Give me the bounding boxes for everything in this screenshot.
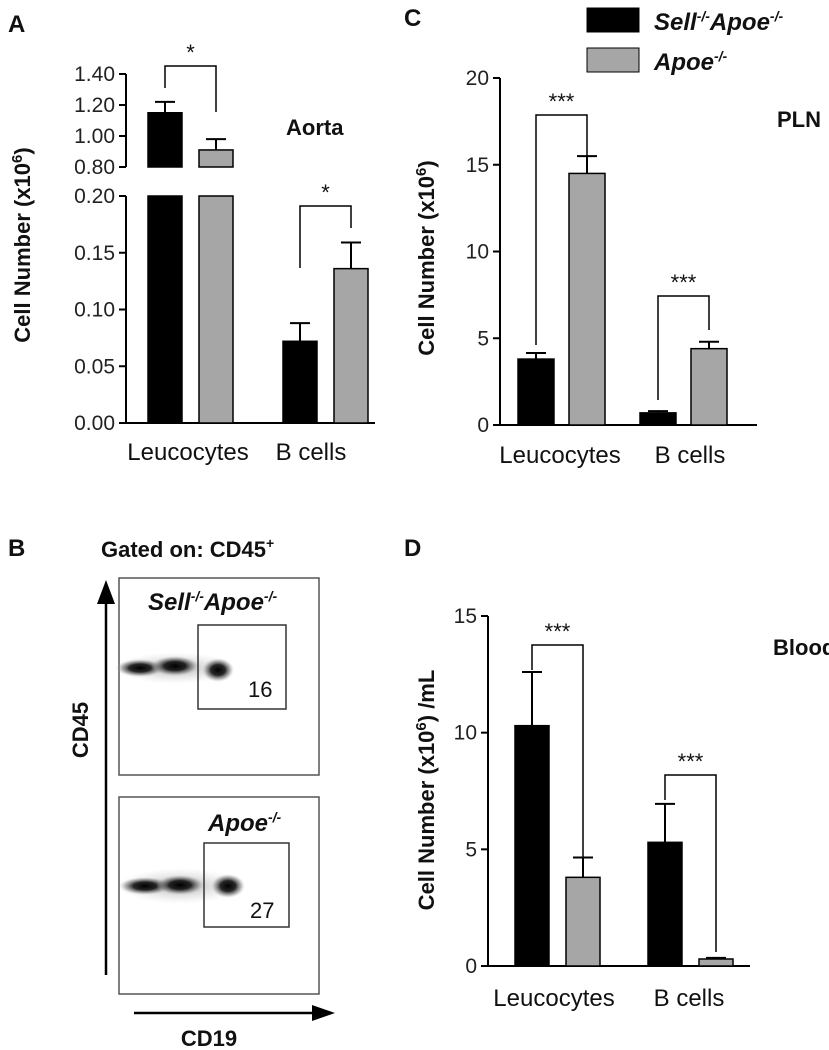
significance-label: *** (671, 270, 697, 295)
panel-a-title: Aorta (286, 115, 344, 140)
bar-sell-apoe-0-lower-segment (147, 195, 183, 424)
significance-label: * (321, 180, 330, 205)
panel-d-bars: *** *** (514, 619, 734, 967)
panel-letter-a: A (8, 11, 25, 38)
panel-a-lower-tick-label: 0.00 (74, 412, 115, 435)
cell-population-bcells (211, 874, 245, 898)
significance-label: *** (678, 749, 704, 774)
significance-bracket (164, 65, 217, 112)
panel-d-tick-label: 15 (454, 605, 477, 628)
cd45-arrowhead (97, 580, 115, 604)
panel-a-upper-tick-label: 1.40 (74, 63, 115, 86)
legend: Sell-/-Apoe-/- Apoe-/- (586, 7, 783, 76)
gate-value-16: 16 (248, 677, 272, 702)
bar-sell-apoe-0 (517, 358, 555, 426)
panel-d-ylabel: Cell Number (x106) /mL (413, 670, 439, 911)
bar-apoe-0-upper-segment (198, 149, 234, 168)
panel-letter-b: B (8, 535, 25, 562)
panel-blood: D Blood Cell Number (x106) /mL 0 5 10 15 **… (404, 535, 829, 1012)
panel-c-tick-label: 0 (477, 414, 489, 437)
bar-apoe-0 (568, 172, 606, 426)
significance-bracket (531, 644, 584, 872)
panel-a-category-leucocytes: Leucocytes (127, 439, 248, 466)
flow-gate-header: Gated on: CD45+ (101, 535, 274, 562)
significance-label: *** (549, 89, 575, 114)
bar-apoe-1 (333, 267, 369, 424)
bar-sell-apoe-1 (639, 412, 677, 426)
legend-swatch-sell-apoe (586, 7, 640, 33)
panel-d-title: Blood (773, 635, 829, 660)
panel-letter-d: D (404, 535, 421, 562)
panel-c-category-leucocytes: Leucocytes (499, 442, 620, 469)
panel-c-tick-label: 10 (466, 241, 489, 264)
flow-plot-sell-apoe: Sell-/-Apoe-/- 16 (115, 577, 320, 776)
panel-flow-cytometry: B Gated on: CD45+ CD45 CD19 Sell-/-Apoe-… (8, 535, 335, 1050)
cell-population-bcells (202, 658, 234, 682)
panel-a-category-b-cells: B cells (276, 439, 347, 466)
panel-d-category-b-cells: B cells (654, 985, 725, 1012)
panel-c-bars: *** *** (517, 89, 728, 426)
panel-c-category-b-cells: B cells (655, 442, 726, 469)
bar-apoe-0-lower-segment (198, 195, 234, 424)
bar-sell-apoe-1 (647, 841, 683, 967)
bcell-gate (197, 624, 287, 710)
significance-label: *** (545, 619, 571, 644)
bar-apoe-1 (698, 958, 734, 967)
panel-a-upper-tick-label: 0.80 (74, 156, 115, 179)
legend-swatch-apoe (586, 47, 640, 73)
bar-apoe-1 (690, 347, 728, 426)
panel-d-axis: 0 5 10 15 (454, 605, 750, 978)
panel-a-lower-tick-label: 0.20 (74, 185, 115, 208)
panel-aorta: A Aorta Cell Number (x106) 0.80 1.00 1.20 1… (8, 11, 375, 466)
significance-bracket (664, 774, 717, 952)
panel-a-upper-tick-label: 1.20 (74, 94, 115, 117)
cd45-axis-label: CD45 (68, 702, 93, 758)
panel-d-tick-label: 0 (465, 955, 477, 978)
bar-sell-apoe-1 (282, 340, 318, 424)
panel-c-tick-label: 5 (477, 327, 489, 350)
cd19-arrowhead (312, 1005, 335, 1021)
legend-label-apoe: Apoe-/- (653, 48, 728, 76)
bar-sell-apoe-0 (514, 724, 550, 967)
panel-a-lower-axis: 0.00 0.05 0.10 0.15 0.20 (74, 185, 375, 435)
panel-d-tick-label: 5 (465, 838, 477, 861)
gate-value-27: 27 (250, 898, 274, 923)
significance-bracket (535, 114, 588, 345)
panel-d-category-leucocytes: Leucocytes (493, 985, 614, 1012)
panel-d-tick-label: 10 (454, 722, 477, 745)
panel-c-title: PLN (777, 107, 821, 132)
panel-a-ylabel: Cell Number (x106) (9, 147, 35, 342)
significance-bracket (299, 205, 352, 268)
cell-population-mid (156, 875, 204, 895)
panel-a-upper-axis: 0.80 1.00 1.20 1.40 (74, 63, 127, 179)
panel-letter-c: C (404, 5, 421, 32)
legend-label-sell-apoe: Sell-/-Apoe-/- (654, 8, 783, 36)
panel-a-bars: ** (147, 40, 369, 424)
panel-a-lower-tick-label: 0.15 (74, 242, 115, 265)
panel-a-upper-tick-label: 1.00 (74, 125, 115, 148)
panel-a-lower-tick-label: 0.10 (74, 299, 115, 322)
bar-sell-apoe-0-upper-segment (147, 112, 183, 168)
panel-c-tick-label: 20 (466, 67, 489, 90)
bar-apoe-0 (565, 876, 601, 967)
significance-label: * (186, 40, 195, 65)
cd19-axis-label: CD19 (181, 1026, 237, 1050)
flow-plot-label-sell-apoe: Sell-/-Apoe-/- (148, 588, 277, 616)
panel-c-ylabel: Cell Number (x106) (413, 160, 439, 355)
significance-bracket (657, 295, 710, 400)
panel-c-tick-label: 15 (466, 154, 489, 177)
flow-plot-apoe: Apoe-/- 27 (118, 796, 320, 995)
panel-a-lower-tick-label: 0.05 (74, 355, 115, 378)
cell-population-mid (151, 656, 199, 676)
bcell-gate (203, 842, 290, 928)
